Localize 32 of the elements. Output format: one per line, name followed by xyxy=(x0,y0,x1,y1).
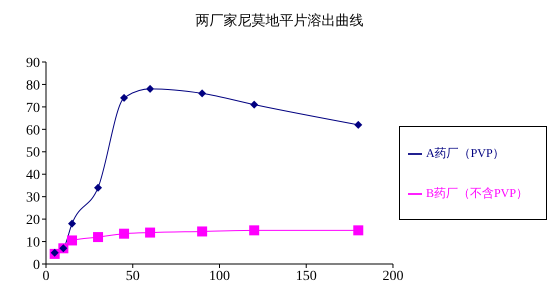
x-tick-label: 50 xyxy=(126,268,140,284)
y-tick-label: 10 xyxy=(26,236,40,251)
legend-label: B药厂（不含PVP） xyxy=(426,186,528,200)
chart-title: 两厂家尼莫地平片溶出曲线 xyxy=(194,12,364,31)
x-tick-label: 200 xyxy=(382,268,404,284)
point xyxy=(120,94,128,102)
point xyxy=(94,184,102,192)
point xyxy=(249,225,260,236)
y-tick-label: 90 xyxy=(26,56,40,71)
y-tick-label: 50 xyxy=(26,146,40,161)
y-tick-label: 40 xyxy=(26,168,40,184)
point xyxy=(353,225,364,236)
y-tick-label: 30 xyxy=(26,190,40,206)
point xyxy=(354,120,362,129)
legend-label: A药厂（PVP） xyxy=(426,146,505,160)
point xyxy=(146,84,154,93)
point xyxy=(67,235,78,246)
point xyxy=(198,89,206,98)
y-tick-label: 20 xyxy=(26,213,40,228)
point xyxy=(197,226,208,236)
y-tick-label: 0 xyxy=(33,258,40,273)
point xyxy=(119,228,130,239)
y-tick-label: 80 xyxy=(26,78,40,94)
x-tick-label: 150 xyxy=(296,268,317,284)
point xyxy=(93,232,104,242)
point xyxy=(68,220,76,228)
point xyxy=(250,100,258,109)
x-tick-label: 0 xyxy=(42,268,50,284)
y-tick-label: 70 xyxy=(26,100,40,116)
point xyxy=(145,228,156,238)
x-tick-label: 100 xyxy=(208,268,230,284)
y-tick-label: 60 xyxy=(26,123,40,138)
